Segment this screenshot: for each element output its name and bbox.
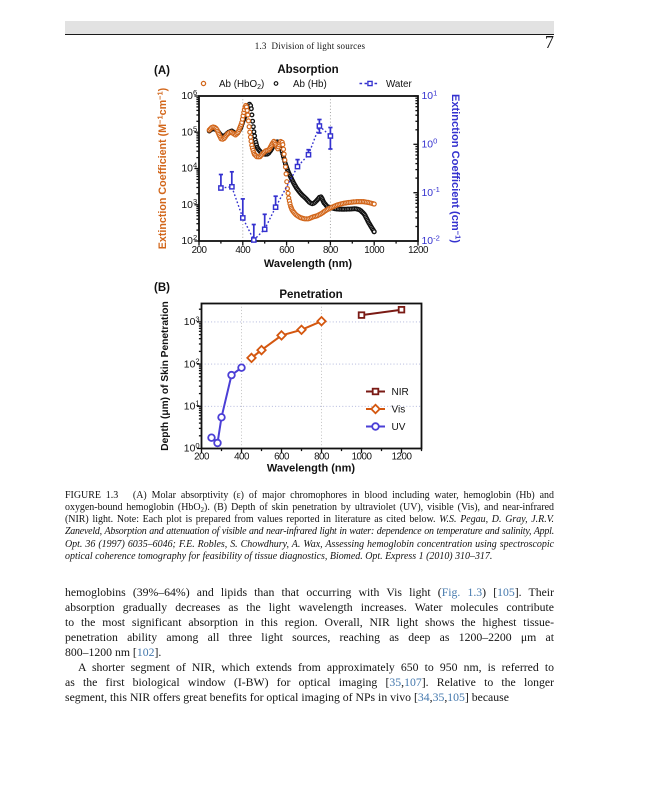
svg-text:Vis: Vis [392, 405, 406, 416]
svg-text:106: 106 [181, 88, 197, 102]
svg-text:800: 800 [314, 452, 330, 463]
svg-text:103: 103 [184, 314, 200, 328]
svg-text:Wavelength (nm): Wavelength (nm) [264, 258, 353, 270]
svg-text:101: 101 [422, 88, 438, 102]
svg-text:Ab (HbO2): Ab (HbO2) [219, 79, 264, 91]
svg-text:100: 100 [422, 137, 438, 151]
svg-text:(A): (A) [154, 65, 170, 77]
svg-text:600: 600 [279, 245, 295, 256]
svg-text:102: 102 [184, 357, 200, 371]
svg-text:Water: Water [386, 79, 413, 90]
svg-text:1000: 1000 [352, 452, 373, 463]
svg-text:Wavelength (nm): Wavelength (nm) [267, 462, 356, 474]
svg-text:Penetration: Penetration [279, 289, 342, 301]
svg-text:Extinction Coefficient (M−1cm−: Extinction Coefficient (M−1cm−1) [156, 87, 169, 249]
svg-text:400: 400 [234, 452, 250, 463]
svg-text:Depth (μm) of Skin Penetration: Depth (μm) of Skin Penetration [160, 301, 171, 450]
svg-text:10-1: 10-1 [422, 185, 440, 199]
svg-text:1000: 1000 [364, 245, 385, 256]
svg-text:Ab (Hb): Ab (Hb) [293, 79, 327, 90]
svg-text:Extinction Coefficient (cm−1): Extinction Coefficient (cm−1) [449, 94, 462, 243]
svg-text:800: 800 [323, 245, 339, 256]
svg-text:NIR: NIR [392, 387, 409, 398]
svg-text:400: 400 [235, 245, 251, 256]
svg-text:UV: UV [392, 422, 406, 433]
svg-text:200: 200 [192, 245, 208, 256]
svg-text:1200: 1200 [408, 245, 429, 256]
svg-text:200: 200 [194, 452, 210, 463]
svg-text:103: 103 [181, 197, 197, 211]
svg-text:1200: 1200 [392, 452, 413, 463]
svg-text:101: 101 [184, 399, 200, 413]
svg-text:(B): (B) [154, 282, 170, 294]
svg-text:105: 105 [181, 124, 197, 138]
svg-text:104: 104 [181, 161, 197, 175]
svg-text:Absorption: Absorption [277, 64, 338, 76]
svg-text:600: 600 [274, 452, 290, 463]
